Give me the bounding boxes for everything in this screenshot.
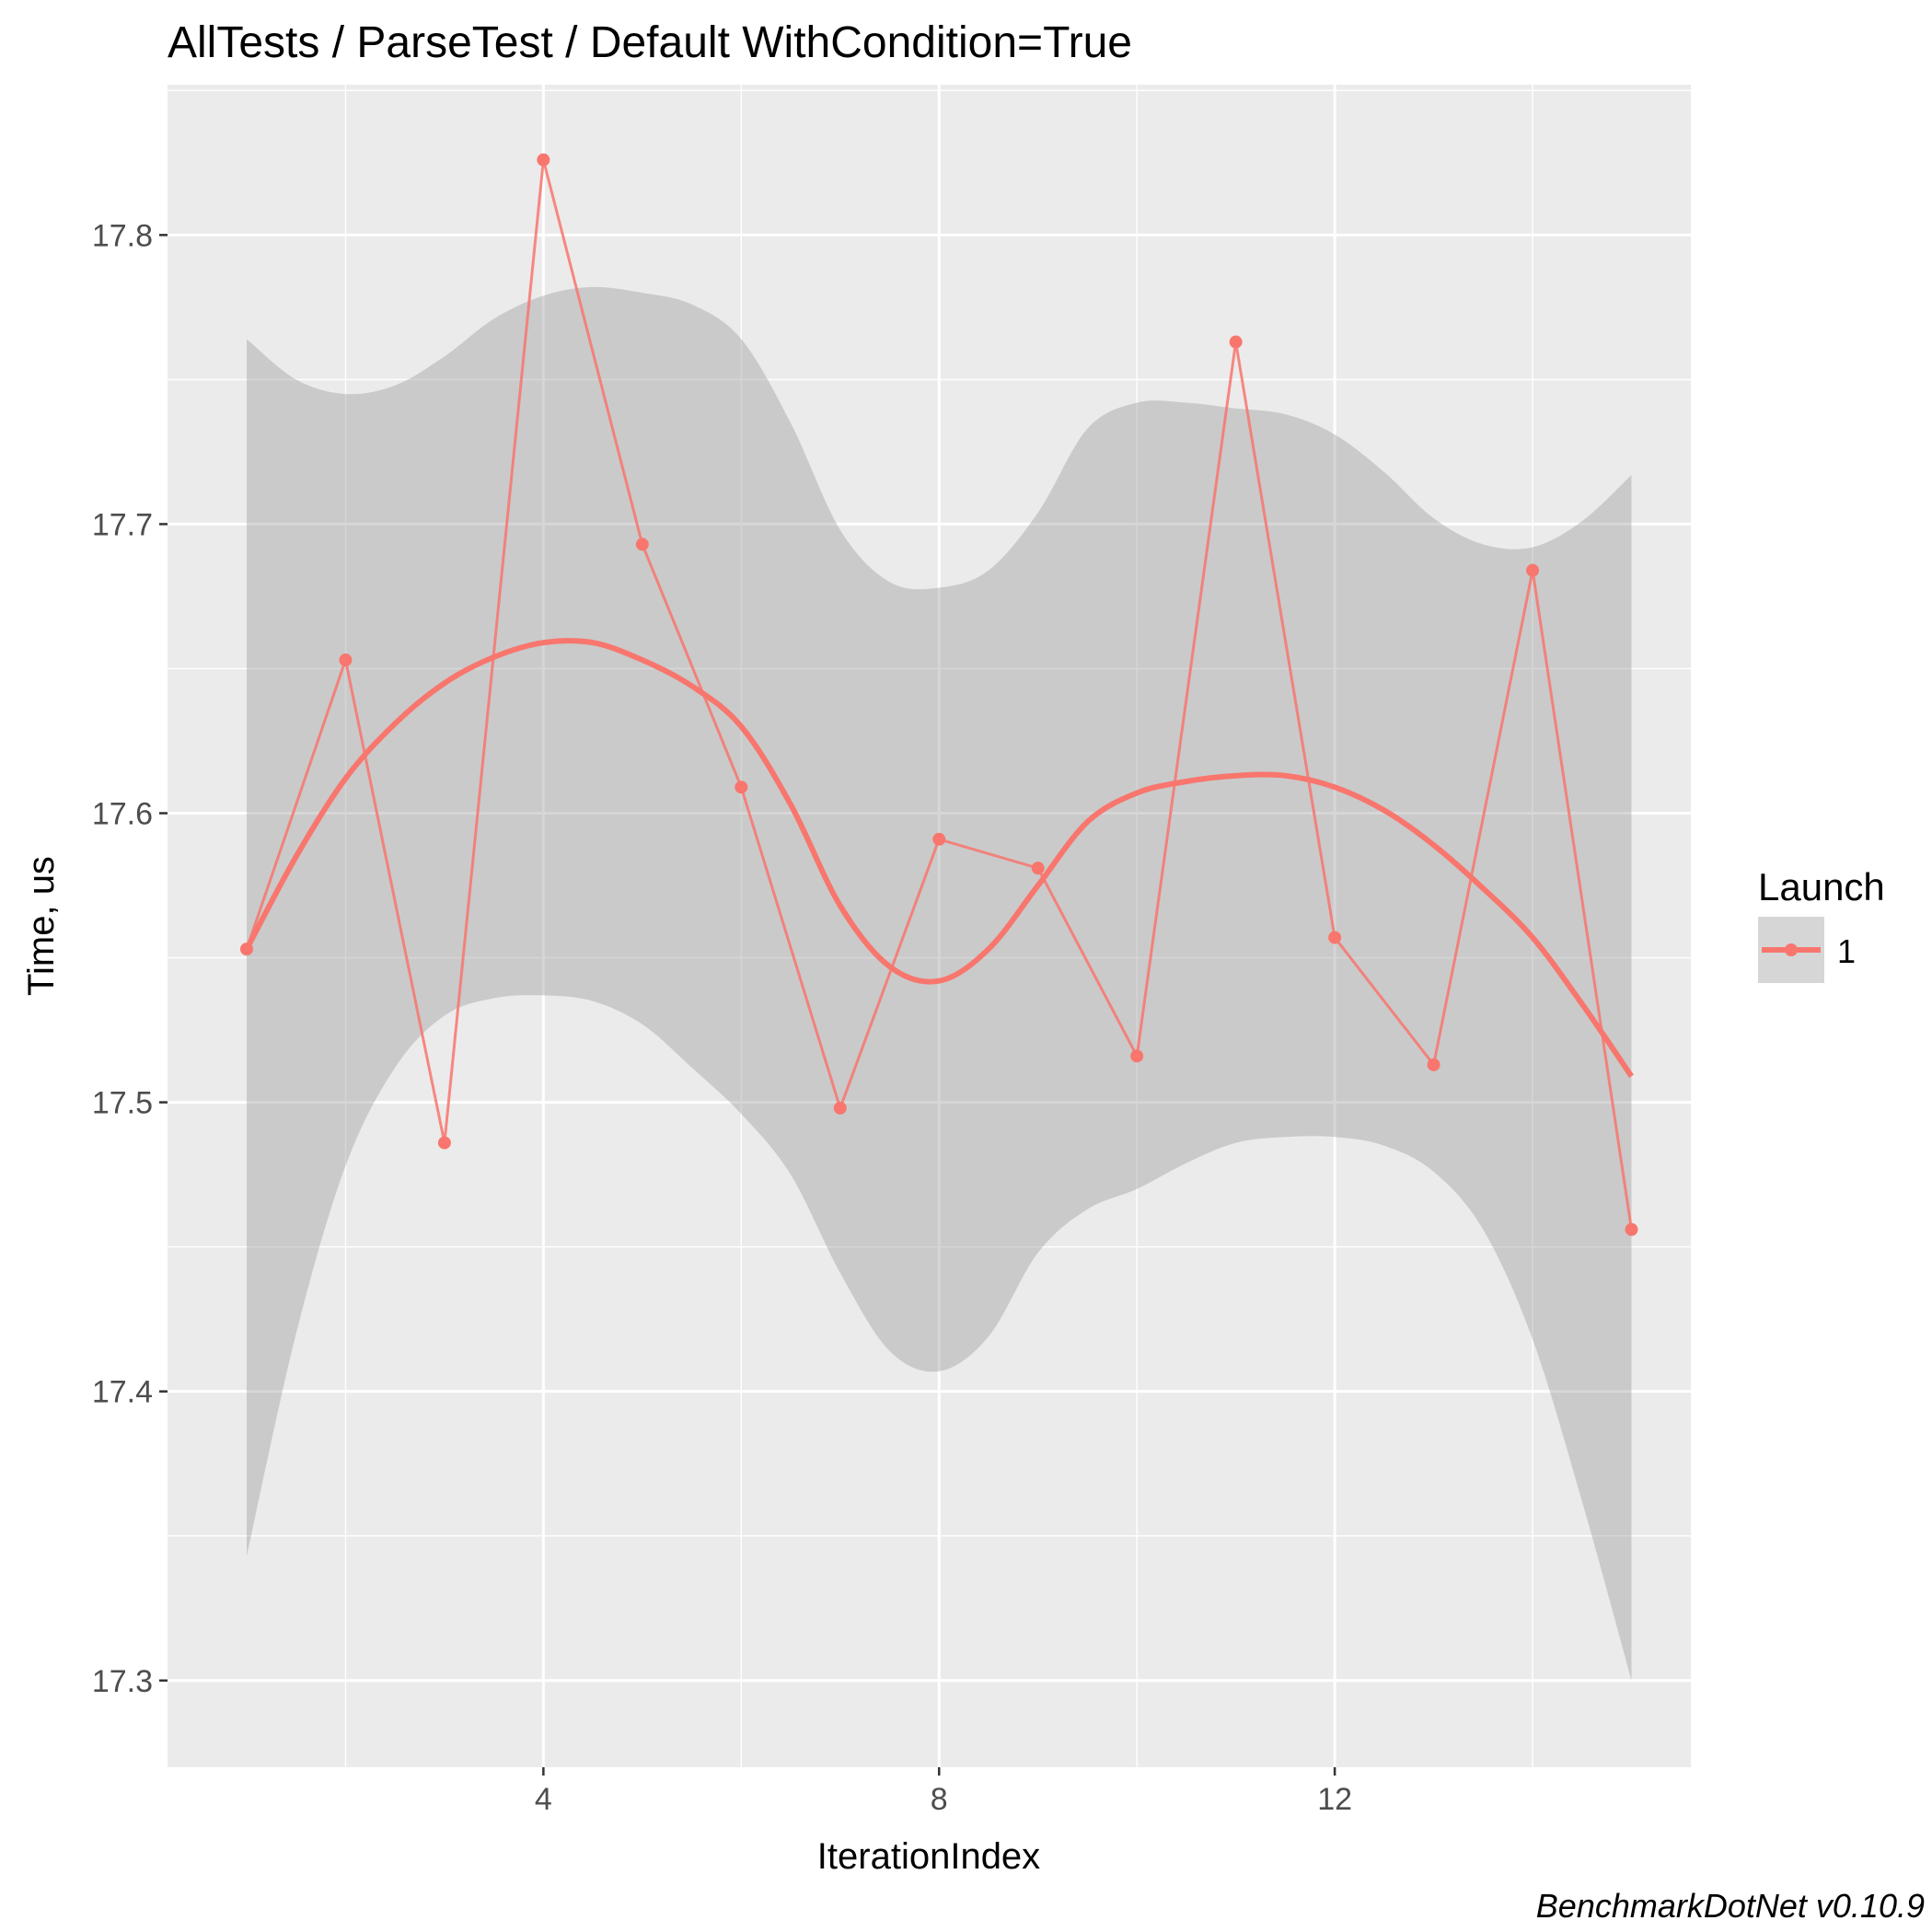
data-point [635, 538, 649, 551]
y-tick-label: 17.6 [92, 797, 153, 832]
data-point [1526, 563, 1540, 577]
y-axis: 17.3 17.4 17.5 17.6 17.7 17.8 [92, 218, 168, 1699]
minor-gridlines [168, 85, 1691, 1767]
y-tick-label: 17.3 [92, 1664, 153, 1699]
data-point [1625, 1222, 1638, 1236]
annotation-text: BenchmarkDotNet v0.10.9 [1536, 1887, 1925, 1925]
data-point [1328, 931, 1342, 944]
data-point [1031, 862, 1045, 875]
data-point [1229, 335, 1243, 349]
smooth-line [244, 638, 1634, 1078]
data-point [735, 781, 748, 794]
x-tick-label: 12 [1317, 1782, 1352, 1817]
chart-title: AllTests / ParseTest / Default WithCondi… [168, 18, 1132, 67]
data-point [537, 153, 550, 167]
legend-entry-label: 1 [1837, 932, 1856, 970]
data-point [1130, 1049, 1144, 1063]
y-axis-label: Time, us [21, 856, 62, 996]
y-tick-label: 17.5 [92, 1086, 153, 1121]
legend-key-point [1785, 943, 1798, 956]
y-tick-label: 17.7 [92, 507, 153, 542]
x-tick-label: 8 [931, 1782, 948, 1817]
x-axis-label: IterationIndex [817, 1836, 1040, 1877]
major-gridlines [168, 85, 1691, 1767]
data-point [932, 832, 946, 846]
data-point [833, 1101, 847, 1115]
data-point [239, 943, 253, 956]
y-tick-label: 17.8 [92, 218, 153, 253]
y-tick-label: 17.4 [92, 1375, 153, 1410]
x-tick-label: 4 [535, 1782, 552, 1817]
data-point [437, 1136, 451, 1150]
data-point [339, 654, 353, 667]
data-points [239, 153, 1638, 1236]
legend-title: Launch [1758, 865, 1885, 908]
plot-panel [168, 85, 1691, 1767]
x-axis: 4 8 12 [535, 1767, 1352, 1817]
data-point [1427, 1058, 1440, 1071]
legend: Launch 1 [1758, 865, 1885, 983]
